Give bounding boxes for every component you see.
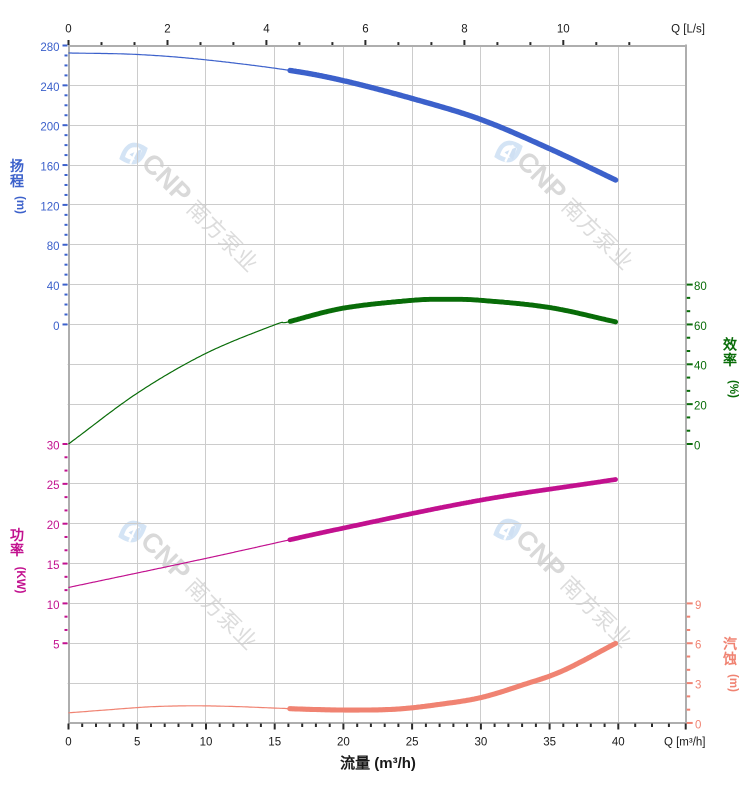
svg-text:流量 (m³/h): 流量 (m³/h) <box>340 754 416 772</box>
svg-text:汽: 汽 <box>723 636 737 652</box>
svg-text:80: 80 <box>694 281 707 293</box>
svg-text:程: 程 <box>10 173 24 189</box>
svg-text:率: 率 <box>723 352 737 368</box>
svg-text:Q [m³/h]: Q [m³/h] <box>664 737 706 749</box>
svg-text:10: 10 <box>47 600 60 612</box>
svg-text:200: 200 <box>40 122 59 134</box>
svg-text:30: 30 <box>47 440 60 452</box>
svg-text:8: 8 <box>461 24 467 36</box>
svg-text:Q [L/s]: Q [L/s] <box>671 24 705 36</box>
svg-text:5: 5 <box>53 640 59 652</box>
svg-text:(m): (m) <box>14 196 26 214</box>
svg-text:20: 20 <box>694 401 707 413</box>
svg-text:60: 60 <box>694 321 707 333</box>
svg-text:20: 20 <box>47 520 60 532</box>
svg-text:5: 5 <box>134 737 140 749</box>
svg-text:0: 0 <box>53 321 59 333</box>
svg-text:(%): (%) <box>727 380 739 398</box>
svg-text:25: 25 <box>406 737 419 749</box>
svg-text:30: 30 <box>475 737 488 749</box>
svg-text:功: 功 <box>10 527 24 543</box>
svg-text:20: 20 <box>337 737 350 749</box>
svg-text:80: 80 <box>47 241 60 253</box>
svg-text:6: 6 <box>695 640 701 652</box>
svg-text:率: 率 <box>10 542 24 558</box>
svg-text:(KW): (KW) <box>14 567 26 594</box>
svg-text:120: 120 <box>40 201 59 213</box>
svg-text:40: 40 <box>47 281 60 293</box>
svg-text:4: 4 <box>263 24 270 36</box>
svg-text:40: 40 <box>612 737 625 749</box>
svg-text:3: 3 <box>695 680 701 692</box>
svg-text:0: 0 <box>65 24 71 36</box>
svg-text:40: 40 <box>694 361 707 373</box>
svg-text:(m): (m) <box>727 674 739 692</box>
svg-text:10: 10 <box>200 737 213 749</box>
svg-text:9: 9 <box>695 600 701 612</box>
svg-text:160: 160 <box>40 162 59 174</box>
svg-text:0: 0 <box>695 719 701 731</box>
svg-text:25: 25 <box>47 480 60 492</box>
svg-text:0: 0 <box>65 737 71 749</box>
svg-text:35: 35 <box>543 737 556 749</box>
svg-text:蚀: 蚀 <box>722 651 737 667</box>
svg-text:效: 效 <box>723 337 738 353</box>
svg-text:240: 240 <box>40 82 59 94</box>
svg-text:2: 2 <box>164 24 170 36</box>
svg-text:6: 6 <box>362 24 368 36</box>
svg-text:15: 15 <box>47 560 60 572</box>
svg-text:280: 280 <box>40 42 59 54</box>
svg-text:10: 10 <box>557 24 570 36</box>
svg-text:扬: 扬 <box>10 158 24 174</box>
svg-text:15: 15 <box>268 737 281 749</box>
svg-text:0: 0 <box>694 440 700 452</box>
